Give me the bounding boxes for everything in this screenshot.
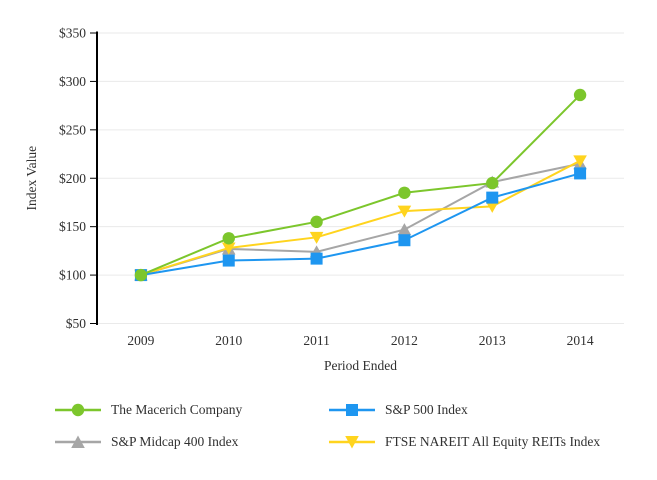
legend-item-midcap400: S&P Midcap 400 Index bbox=[55, 434, 238, 450]
data-point-sp500 bbox=[222, 254, 235, 267]
series-line-sp500 bbox=[140, 172, 581, 277]
y-tick-label: $50 bbox=[66, 316, 87, 331]
x-tick-label: 2013 bbox=[479, 333, 506, 348]
legend-label-midcap400: S&P Midcap 400 Index bbox=[111, 434, 239, 449]
data-point-macerich bbox=[573, 88, 587, 102]
series-line-macerich bbox=[140, 94, 581, 277]
square-marker-icon bbox=[329, 404, 375, 416]
y-axis-title: Index Value bbox=[24, 146, 39, 211]
data-point-macerich bbox=[310, 215, 323, 229]
legend-item-sp500: S&P 500 Index bbox=[329, 402, 468, 418]
legend-triangle-down-glyph bbox=[345, 436, 359, 449]
data-point-sp500 bbox=[486, 191, 499, 204]
triangle-down-marker-icon bbox=[329, 436, 375, 449]
x-tick-label: 2012 bbox=[391, 333, 418, 348]
y-tick-label: $100 bbox=[59, 268, 86, 283]
data-point-nareit bbox=[573, 155, 587, 168]
performance-line-chart: $350 $300 $250 $200 $150 $100 $50 2009 2010 2011 2… bbox=[24, 26, 624, 373]
legend-triangle-up-glyph bbox=[71, 435, 85, 448]
legend-label-macerich: The Macerich Company bbox=[111, 402, 243, 417]
data-point-nareit bbox=[485, 200, 500, 213]
y-tick-label: $250 bbox=[59, 122, 86, 137]
circle-marker-icon bbox=[55, 403, 101, 417]
legend-square-glyph bbox=[346, 404, 358, 416]
data-point-sp500 bbox=[310, 252, 323, 265]
series-line-midcap400 bbox=[140, 162, 581, 277]
data-point-nareit bbox=[397, 205, 412, 218]
data-point-macerich bbox=[486, 176, 499, 190]
x-tick-label: 2010 bbox=[215, 333, 242, 348]
data-point-macerich bbox=[134, 268, 148, 282]
x-tick-label: 2011 bbox=[303, 333, 330, 348]
y-tick-label: $350 bbox=[59, 26, 86, 41]
chart-legend: The Macerich Company S&P 500 Index S&P M… bbox=[0, 0, 657, 449]
triangle-up-marker-icon bbox=[55, 435, 101, 448]
x-tick-label: 2009 bbox=[127, 333, 154, 348]
legend-label-sp500: S&P 500 Index bbox=[385, 402, 468, 417]
data-point-sp500 bbox=[574, 167, 587, 180]
legend-circle-glyph bbox=[71, 403, 85, 417]
legend-item-nareit: FTSE NAREIT All Equity REITs Index bbox=[329, 434, 600, 450]
data-point-sp500 bbox=[398, 234, 411, 247]
data-point-macerich bbox=[398, 186, 411, 199]
y-tick-label: $300 bbox=[59, 74, 86, 89]
y-tick-label: $200 bbox=[59, 171, 86, 186]
data-point-midcap400 bbox=[397, 223, 412, 236]
legend-item-macerich: The Macerich Company bbox=[55, 402, 242, 418]
data-point-nareit bbox=[221, 242, 236, 255]
y-tick-label: $150 bbox=[59, 219, 86, 234]
data-point-macerich bbox=[222, 232, 235, 245]
x-tick-label: 2014 bbox=[567, 333, 594, 348]
series-line-nareit bbox=[140, 159, 581, 277]
legend-label-nareit: FTSE NAREIT All Equity REITs Index bbox=[385, 434, 601, 449]
x-axis-title: Period Ended bbox=[324, 358, 397, 373]
data-point-nareit bbox=[309, 231, 324, 244]
